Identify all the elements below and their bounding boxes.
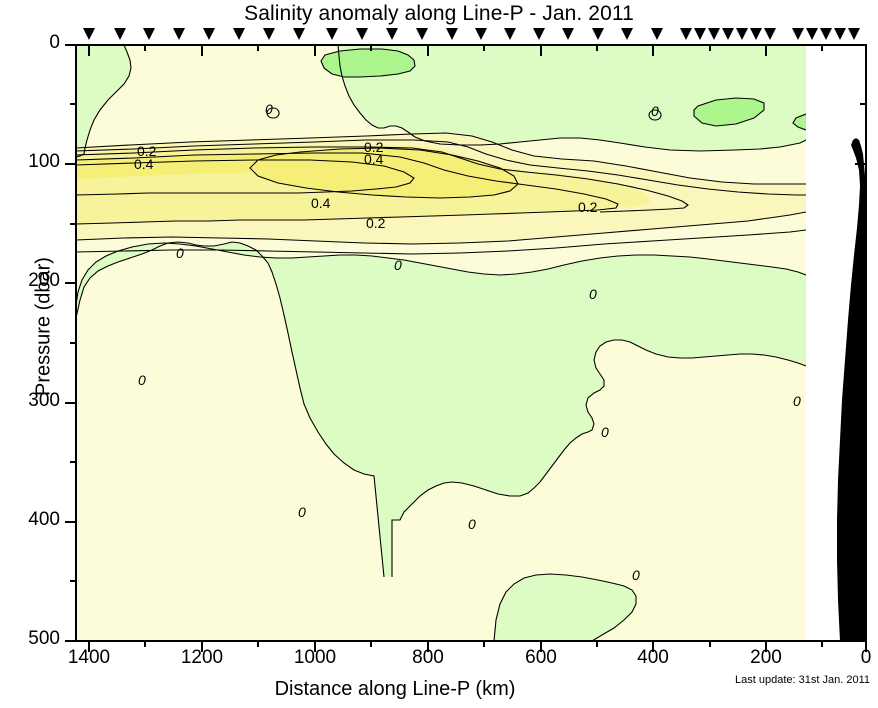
ytick-label-0: 0 <box>49 32 60 53</box>
svg-text:0: 0 <box>298 504 306 520</box>
ytick-label-100: 100 <box>28 151 60 172</box>
svg-text:0: 0 <box>265 101 273 117</box>
bathymetry-silhouette <box>837 138 866 641</box>
svg-text:0: 0 <box>632 567 640 583</box>
axis-ticks <box>65 44 867 652</box>
ytick-label-300: 300 <box>28 390 60 411</box>
xtick-label-200: 200 <box>750 647 782 668</box>
y-axis-label: Pressure (dbar) <box>32 257 55 396</box>
xtick-label-1400: 1400 <box>67 647 111 668</box>
svg-text:0.2: 0.2 <box>366 215 386 231</box>
ytick-label-200: 200 <box>28 270 60 291</box>
band-neg-lower-mass <box>76 242 806 576</box>
x-axis-label: Distance along Line-P (km) <box>274 678 516 700</box>
xtick-label-400: 400 <box>637 647 669 668</box>
last-update-stamp: Last update: 31st Jan. 2011 <box>735 674 870 686</box>
svg-text:0.4: 0.4 <box>311 195 331 211</box>
svg-text:0.2: 0.2 <box>364 139 384 155</box>
contour-lines <box>76 45 806 641</box>
svg-text:0: 0 <box>468 516 476 532</box>
xtick-label-0: 0 <box>860 647 872 668</box>
filled-contour-bands <box>76 45 806 641</box>
ytick-label-500: 500 <box>28 628 60 649</box>
contour-labels: 0.2 0.4 0.2 0.4 0.4 0.2 0.2 0 0 0 0 0 0 … <box>134 101 801 583</box>
svg-text:0: 0 <box>601 424 609 440</box>
band-neg02-core-top <box>321 49 415 77</box>
svg-text:0.4: 0.4 <box>134 156 154 172</box>
svg-text:0.4: 0.4 <box>364 151 384 167</box>
xtick-label-1000: 1000 <box>293 647 337 668</box>
station-markers <box>83 28 860 40</box>
band-neg-bottom-right <box>494 574 636 641</box>
svg-text:0.2: 0.2 <box>578 199 598 215</box>
xtick-label-600: 600 <box>525 647 557 668</box>
band-neg-upper <box>76 45 806 151</box>
svg-text:0: 0 <box>394 257 402 273</box>
band-neg02-core-right <box>694 98 764 126</box>
page-title: Salinity anomaly along Line-P - Jan. 201… <box>244 2 634 25</box>
xtick-label-1200: 1200 <box>180 647 224 668</box>
svg-text:0: 0 <box>793 393 801 409</box>
svg-text:0.2: 0.2 <box>137 143 157 159</box>
svg-text:0: 0 <box>589 286 597 302</box>
svg-text:0: 0 <box>651 103 659 119</box>
band-neg-left-wedge <box>76 45 131 157</box>
ytick-label-400: 400 <box>28 509 60 530</box>
xtick-label-800: 800 <box>412 647 444 668</box>
svg-text:0: 0 <box>138 372 146 388</box>
svg-text:0: 0 <box>176 245 184 261</box>
